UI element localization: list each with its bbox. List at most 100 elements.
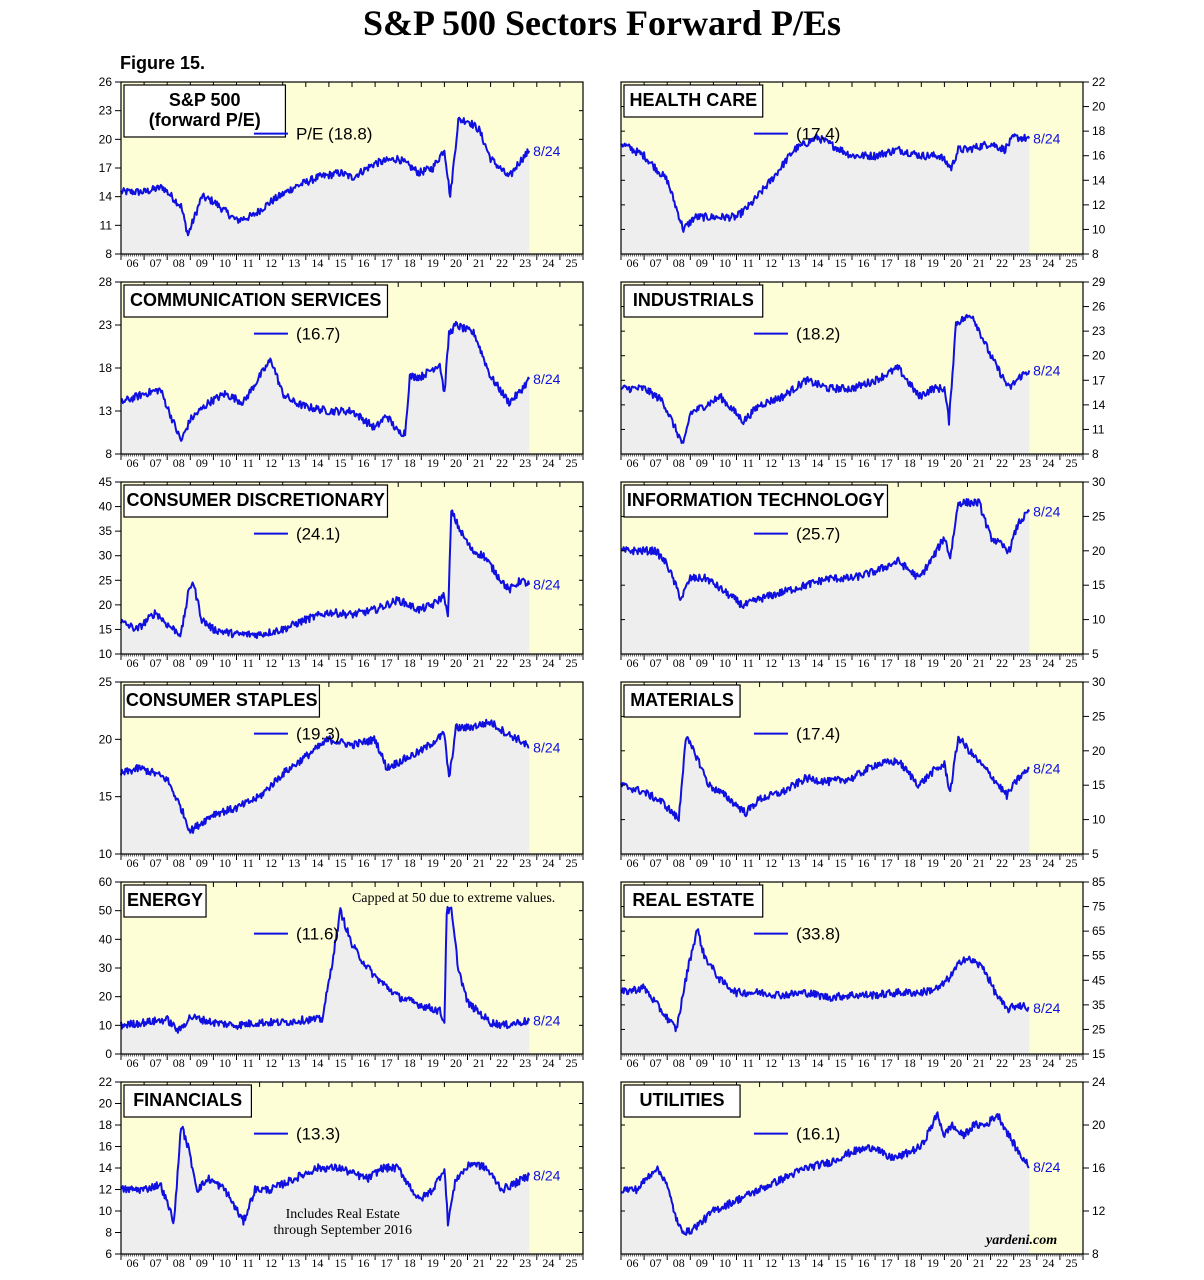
series-line (620, 735, 1030, 822)
end-label: 8/24 (533, 143, 560, 159)
y-tick-label: 10 (99, 647, 113, 661)
x-tick-label: 06 (127, 656, 139, 670)
x-tick-label: 18 (404, 256, 416, 270)
x-tick-label: 18 (404, 856, 416, 870)
x-tick-label: 22 (996, 856, 1008, 870)
legend-label: (13.3) (296, 1125, 340, 1144)
y-tick-label: 18 (99, 361, 113, 375)
x-tick-label: 23 (519, 856, 531, 870)
y-tick-label: 50 (99, 904, 113, 918)
x-tick-label: 16 (858, 1056, 870, 1070)
x-tick-label: 11 (242, 1056, 254, 1070)
panel-title: CONSUMER DISCRETIONARY (127, 490, 385, 510)
x-tick-label: 18 (404, 1256, 416, 1270)
x-tick-label: 16 (858, 856, 870, 870)
y-tick-label: 28 (99, 275, 113, 289)
series-area (121, 510, 530, 654)
x-tick-label: 11 (242, 456, 254, 470)
y-tick-label: 15 (1092, 778, 1106, 792)
y-tick-label: 30 (1092, 675, 1106, 689)
x-tick-label: 07 (150, 456, 162, 470)
x-tick-label: 11 (242, 656, 254, 670)
y-tick-label: 10 (99, 1204, 113, 1218)
y-tick-label: 10 (1092, 613, 1106, 627)
y-tick-label: 45 (1092, 973, 1106, 987)
series-area (121, 907, 530, 1054)
x-tick-label: 21 (473, 856, 485, 870)
x-tick-label: 23 (519, 1256, 531, 1270)
x-tick-label: 16 (358, 456, 370, 470)
x-tick-label: 10 (219, 456, 231, 470)
x-tick-label: 07 (650, 456, 662, 470)
x-tick-label: 20 (950, 456, 962, 470)
x-tick-label: 19 (427, 856, 439, 870)
panel-title-box (123, 684, 321, 718)
x-tick-label: 13 (788, 1256, 800, 1270)
x-tick-label: 22 (496, 256, 508, 270)
x-tick-label: 07 (150, 1256, 162, 1270)
panel-title: REAL ESTATE (632, 890, 754, 910)
x-tick-label: 06 (627, 256, 639, 270)
series-line (120, 320, 531, 442)
y-tick-label: 8 (105, 247, 112, 261)
x-tick-label: 19 (427, 256, 439, 270)
x-tick-label: 24 (542, 1056, 554, 1070)
x-tick-label: 13 (288, 1056, 300, 1070)
series-line (620, 498, 1031, 609)
page-title: S&P 500 Sectors Forward P/Es (363, 3, 841, 43)
x-tick-label: 24 (542, 656, 554, 670)
x-tick-label: 14 (811, 1256, 823, 1270)
x-tick-label: 14 (311, 456, 323, 470)
x-tick-label: 11 (242, 256, 254, 270)
y-tick-label: 25 (99, 573, 113, 587)
x-tick-label: 10 (719, 256, 731, 270)
x-tick-label: 17 (881, 656, 893, 670)
x-tick-label: 06 (127, 856, 139, 870)
end-label: 8/24 (533, 1013, 560, 1029)
y-tick-label: 14 (1092, 398, 1106, 412)
panel-consumer-discretionary: 06 07 08 09 10 11 12 13 14 15 16 17 18 19 20 21 22 23 24 25… (99, 475, 584, 670)
x-tick-label: 13 (788, 1056, 800, 1070)
x-tick-label: 16 (858, 1256, 870, 1270)
x-tick-label: 15 (834, 256, 846, 270)
panel-consumer-staples: 06 07 08 09 10 11 12 13 14 15 16 17 18 19 20 21 22 23 24 25… (99, 675, 584, 870)
y-tick-label: 25 (1092, 709, 1106, 723)
x-tick-label: 11 (742, 256, 754, 270)
end-label: 8/24 (533, 577, 560, 593)
panel-annotation: through September 2016 (274, 1223, 412, 1238)
y-tick-label: 23 (99, 104, 113, 118)
x-tick-label: 23 (519, 256, 531, 270)
y-tick-label: 85 (1092, 875, 1106, 889)
x-tick-label: 22 (996, 1256, 1008, 1270)
x-tick-label: 24 (1042, 1256, 1054, 1270)
x-tick-label: 07 (650, 656, 662, 670)
y-tick-label: 10 (99, 847, 113, 861)
x-tick-label: 06 (627, 1256, 639, 1270)
panel-financials: 06 07 08 09 10 11 12 13 14 15 16 17 18 19 20 21 22 23 24 25… (99, 1075, 584, 1270)
legend-label: P/E (18.8) (296, 125, 373, 144)
end-label: 8/24 (1033, 1159, 1060, 1175)
series-area (621, 736, 1030, 854)
x-tick-label: 25 (1065, 1056, 1077, 1070)
panel-title-box (123, 884, 207, 918)
x-tick-label: 15 (334, 1056, 346, 1070)
panel-title-box (623, 84, 764, 118)
x-tick-label: 25 (1065, 656, 1077, 670)
figure-label: Figure 15. (120, 53, 206, 73)
panel-title-box (623, 1084, 741, 1118)
x-tick-label: 19 (427, 1056, 439, 1070)
x-tick-label: 18 (904, 1056, 916, 1070)
x-tick-label: 19 (427, 656, 439, 670)
x-tick-label: 24 (542, 856, 554, 870)
panel-title-box (123, 284, 389, 318)
x-tick-label: 08 (673, 456, 685, 470)
x-tick-label: 24 (1042, 856, 1054, 870)
end-label: 8/24 (1033, 504, 1060, 520)
x-tick-label: 22 (996, 1056, 1008, 1070)
panel-title: INDUSTRIALS (633, 290, 754, 310)
y-tick-label: 17 (99, 161, 113, 175)
x-tick-label: 12 (765, 856, 777, 870)
y-tick-label: 10 (99, 1018, 113, 1032)
series-area (621, 499, 1030, 654)
